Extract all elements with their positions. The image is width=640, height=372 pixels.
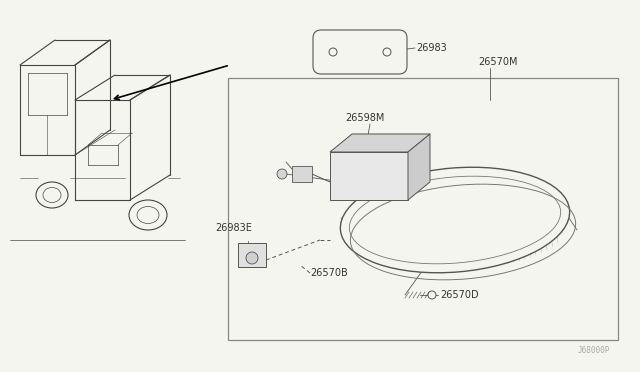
Ellipse shape [340, 167, 570, 273]
Bar [238, 243, 266, 267]
Ellipse shape [383, 48, 391, 56]
Polygon shape [330, 134, 430, 152]
Text: J68000P: J68000P [578, 346, 610, 355]
Text: 26983E: 26983E [215, 223, 252, 233]
Text: 26983: 26983 [416, 43, 447, 53]
Bar [228, 78, 618, 340]
Text: 26598M: 26598M [345, 113, 385, 123]
Ellipse shape [36, 182, 68, 208]
Ellipse shape [277, 169, 287, 179]
Ellipse shape [129, 200, 167, 230]
Text: 26570B: 26570B [310, 268, 348, 278]
Ellipse shape [137, 206, 159, 224]
Text: 26570M: 26570M [478, 57, 518, 67]
Bar [330, 152, 408, 200]
Bar [292, 166, 312, 182]
Ellipse shape [329, 48, 337, 56]
Text: 26570D: 26570D [440, 290, 479, 300]
Polygon shape [408, 134, 430, 200]
Ellipse shape [43, 187, 61, 202]
Ellipse shape [246, 252, 258, 264]
FancyBboxPatch shape [313, 30, 407, 74]
Ellipse shape [428, 291, 436, 299]
